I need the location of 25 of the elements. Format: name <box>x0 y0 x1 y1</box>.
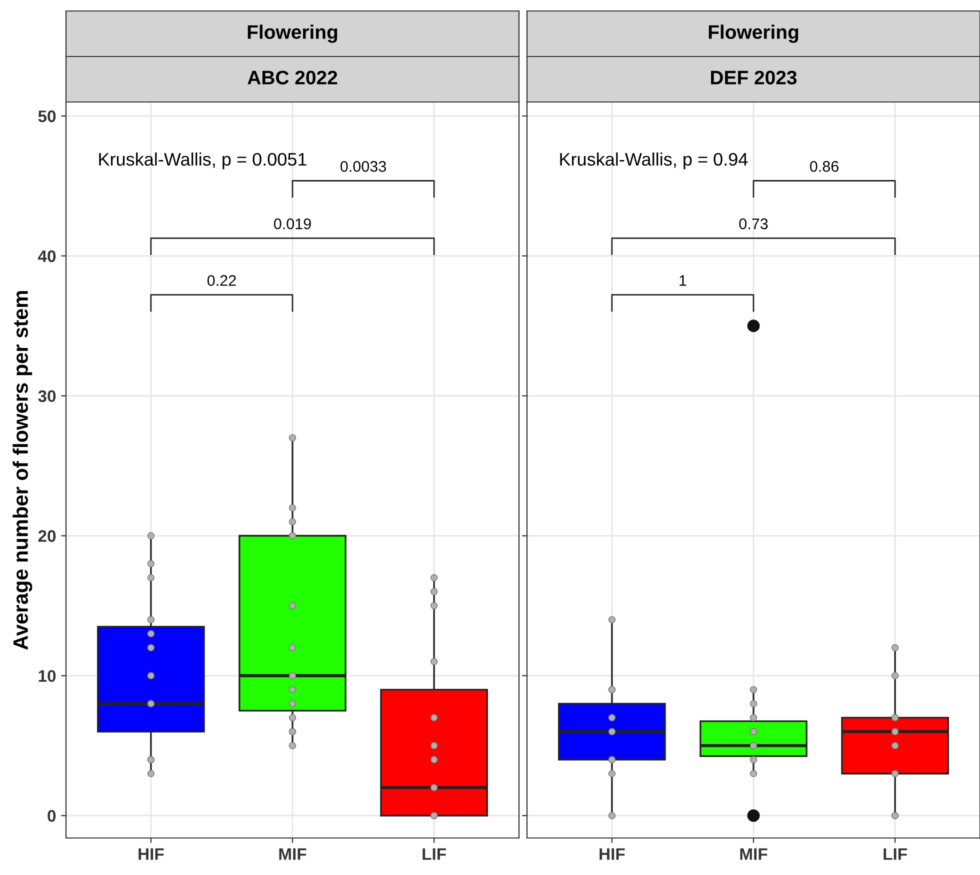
annotation: 0.86 <box>810 161 838 172</box>
chart-subtitle: ABC 2022 <box>248 70 338 84</box>
chart-title: Flowering <box>708 24 798 43</box>
y-axis-title: Average number of flowers per stem <box>12 291 32 650</box>
y-tick-label: 0 <box>48 810 56 822</box>
x-tick-label: MIF <box>279 848 306 860</box>
annotation: Kruskal-Wallis, p = 0.0051 <box>99 152 306 170</box>
y-tick-label: 40 <box>38 250 56 262</box>
x-tick-label: HIF <box>600 848 625 860</box>
annotation: 1 <box>680 275 686 286</box>
y-tick-label: 50 <box>38 110 56 122</box>
chart-subtitle: DEF 2023 <box>711 70 797 84</box>
y-tick-label: 10 <box>38 670 56 682</box>
annotation: 0.73 <box>739 218 768 230</box>
annotation: 0.22 <box>207 275 236 286</box>
x-tick-label: HIF <box>138 848 164 860</box>
annotation: 0.019 <box>274 218 311 230</box>
annotation: 0.0033 <box>340 161 386 172</box>
x-tick-label: MIF <box>740 848 768 860</box>
x-tick-label: LIF <box>884 848 907 860</box>
y-tick-label: 30 <box>38 390 56 402</box>
x-tick-label: LIF <box>422 848 446 860</box>
chart-title: Flowering <box>248 24 338 43</box>
y-tick-label: 20 <box>38 530 56 542</box>
annotation: Kruskal-Wallis, p = 0.94 <box>560 152 748 170</box>
